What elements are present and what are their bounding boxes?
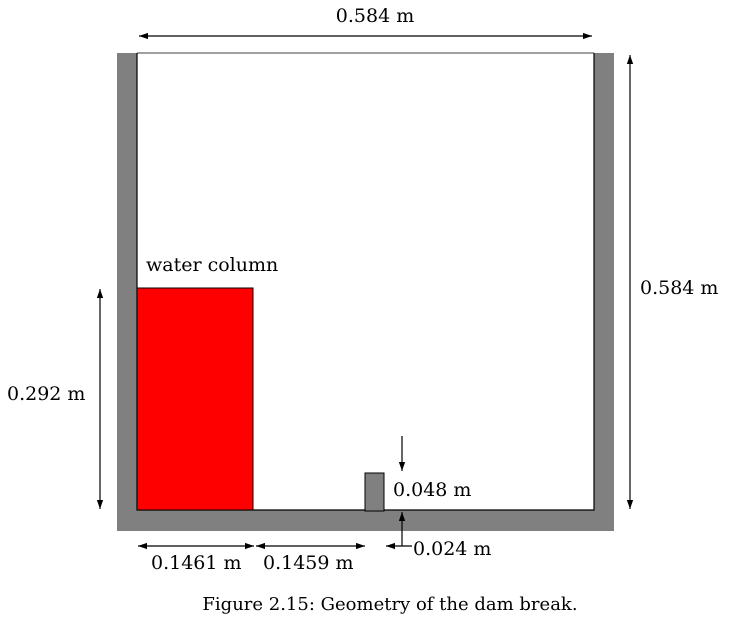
water-column <box>136 287 254 511</box>
water-width-label: 0.1461 m <box>151 552 242 574</box>
tank-left-wall <box>117 53 137 531</box>
water-height-label: 0.292 m <box>7 383 85 405</box>
right-height-label: 0.584 m <box>640 277 718 299</box>
obstacle-width-label: 0.024 m <box>413 538 491 560</box>
tank-right-wall <box>594 53 614 531</box>
water-column-label: water column <box>146 254 278 276</box>
obstacle <box>364 472 385 512</box>
obstacle-height-label: 0.048 m <box>393 479 471 501</box>
tank-floor <box>117 510 614 531</box>
figure-caption: Figure 2.15: Geometry of the dam break. <box>202 594 577 615</box>
top-width-label: 0.584 m <box>336 5 414 27</box>
gap-width-label: 0.1459 m <box>263 552 354 574</box>
